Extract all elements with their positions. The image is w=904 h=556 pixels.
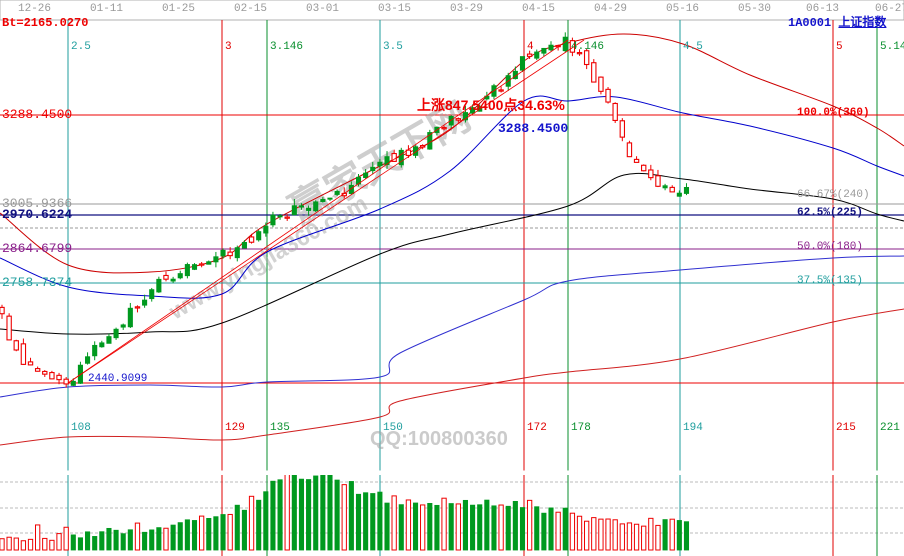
svg-text:上涨847.5400点34.63%: 上涨847.5400点34.63%	[417, 97, 565, 113]
svg-text:3288.4500: 3288.4500	[498, 121, 568, 136]
